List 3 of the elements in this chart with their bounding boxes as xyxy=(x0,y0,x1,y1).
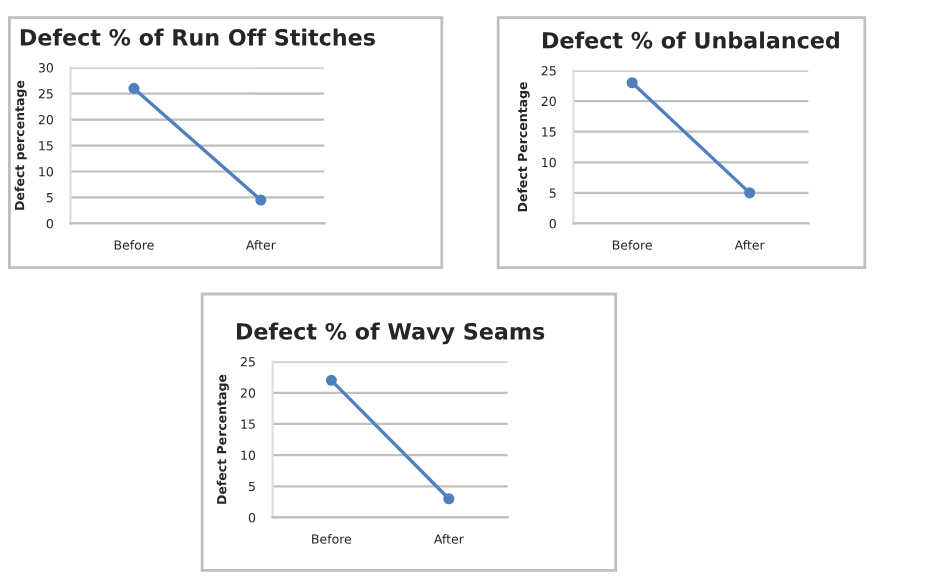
chart-title: Defect % of Unbalanced xyxy=(543,31,839,49)
chart-title: Defect % of Wavy Seams xyxy=(236,322,545,345)
chart-title: Defect % of Run Off Stitches xyxy=(20,28,375,46)
